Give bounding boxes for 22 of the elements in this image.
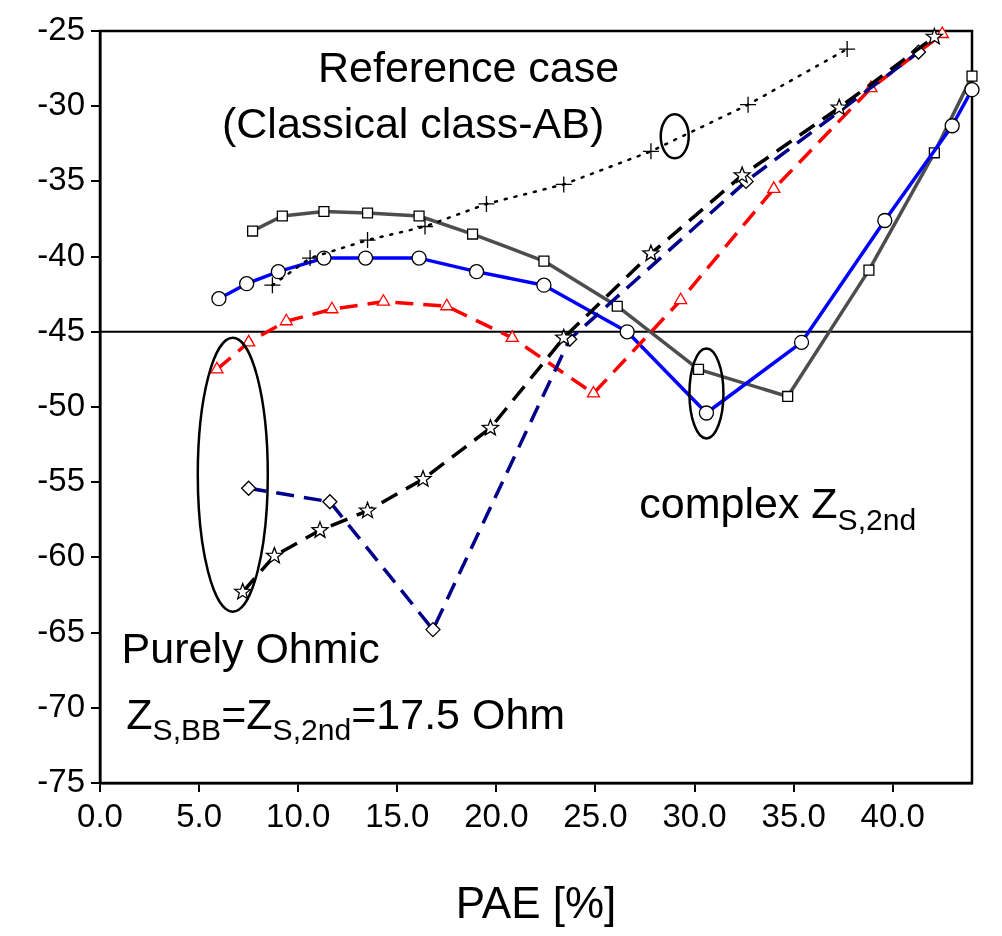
y-tick-label: -45	[37, 310, 85, 348]
y-tick-label: -40	[37, 235, 85, 273]
x-tick-label: 25.0	[563, 796, 628, 834]
x-tick-label: 5.0	[176, 796, 223, 834]
y-tick-label: -65	[37, 611, 85, 649]
y-tick-label: -55	[37, 461, 85, 499]
y-tick-label: -25	[37, 10, 85, 48]
x-tick-label: 30.0	[662, 796, 727, 834]
y-tick-label: -30	[37, 85, 85, 123]
x-tick-label: 15.0	[365, 796, 430, 834]
y-tick-label: -50	[37, 386, 85, 424]
annotation: (Classical class-AB)	[221, 98, 605, 147]
x-tick-label: 40.0	[860, 796, 925, 834]
annotation: Reference case	[318, 42, 620, 91]
x-axis-title: PAE [%]	[455, 877, 617, 927]
y-tick-label: -70	[37, 686, 85, 724]
y-tick-label: -35	[37, 160, 85, 198]
x-tick-label: 20.0	[464, 796, 529, 834]
y-tick-label: -60	[37, 536, 85, 574]
annotation: Purely Ohmic	[121, 623, 380, 672]
x-tick-label: 35.0	[761, 796, 826, 834]
x-tick-label: 10.0	[266, 796, 331, 834]
